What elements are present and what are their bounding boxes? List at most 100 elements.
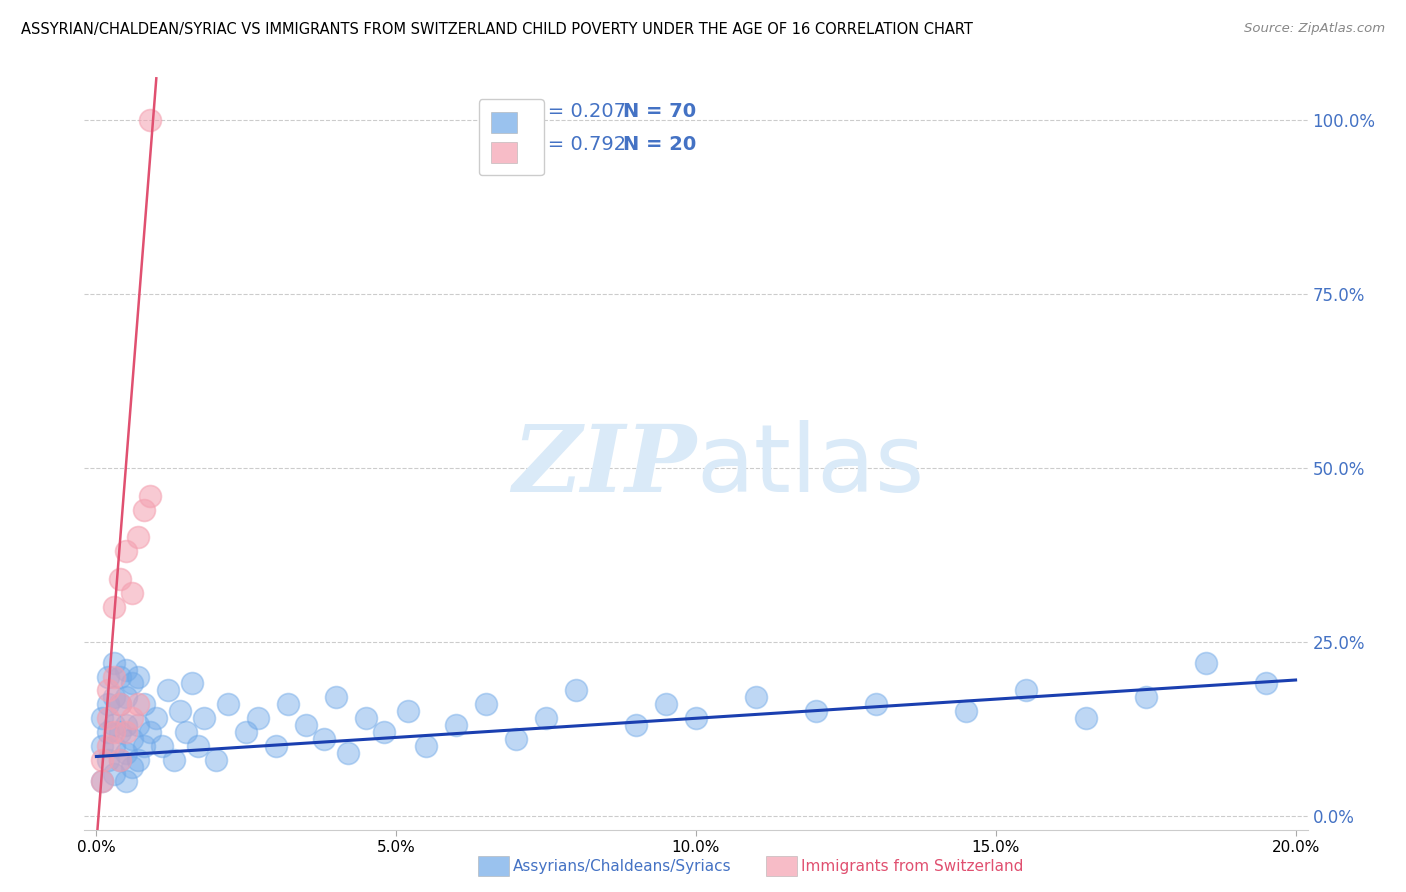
Point [955, 704, 977, 718]
Point [91, 739, 114, 753]
Point [97, 753, 120, 767]
Point [139, 489, 162, 503]
Text: R = 0.207: R = 0.207 [529, 102, 627, 121]
Point [91, 711, 114, 725]
Point [235, 725, 257, 739]
Point [145, 711, 167, 725]
Text: ASSYRIAN/CHALDEAN/SYRIAC VS IMMIGRANTS FROM SWITZERLAND CHILD POVERTY UNDER THE : ASSYRIAN/CHALDEAN/SYRIAC VS IMMIGRANTS F… [21, 22, 973, 37]
Point [115, 690, 138, 705]
Point [174, 725, 197, 739]
Point [804, 704, 827, 718]
Point [110, 698, 132, 712]
Text: N = 70: N = 70 [623, 102, 696, 121]
Point [110, 698, 132, 712]
Legend: , : , [478, 99, 544, 176]
Point [121, 711, 143, 725]
Point [139, 725, 162, 739]
Text: Immigrants from Switzerland: Immigrants from Switzerland [801, 859, 1024, 873]
Point [134, 502, 156, 516]
Point [127, 530, 149, 544]
Text: Source: ZipAtlas.com: Source: ZipAtlas.com [1244, 22, 1385, 36]
Point [91, 773, 114, 788]
Text: R = 0.792: R = 0.792 [529, 136, 627, 154]
Point [110, 669, 132, 683]
Point [193, 711, 215, 725]
Point [103, 767, 125, 781]
Point [115, 663, 138, 677]
Point [685, 711, 707, 725]
Point [110, 572, 132, 586]
Point [110, 753, 132, 767]
Point [505, 732, 527, 747]
Point [127, 669, 149, 683]
Point [745, 690, 768, 705]
Point [337, 746, 360, 760]
Point [1074, 711, 1097, 725]
Point [115, 544, 138, 558]
Text: ZIP: ZIP [512, 421, 696, 510]
Point [415, 739, 437, 753]
Point [115, 773, 138, 788]
Point [1254, 676, 1277, 690]
Point [277, 698, 299, 712]
Point [217, 698, 239, 712]
Point [169, 704, 191, 718]
Text: N = 20: N = 20 [623, 136, 696, 154]
Point [1015, 683, 1038, 698]
Point [127, 753, 149, 767]
Point [444, 718, 467, 732]
Point [115, 746, 138, 760]
Point [1135, 690, 1157, 705]
Point [163, 753, 186, 767]
Point [314, 732, 336, 747]
Point [97, 739, 120, 753]
Point [247, 711, 270, 725]
Point [865, 698, 887, 712]
Point [103, 656, 125, 670]
Point [97, 683, 120, 698]
Point [624, 718, 647, 732]
Point [91, 753, 114, 767]
Point [295, 718, 318, 732]
Point [157, 683, 180, 698]
Point [103, 718, 125, 732]
Point [103, 599, 125, 614]
Point [115, 718, 138, 732]
Point [97, 669, 120, 683]
Point [115, 725, 138, 739]
Point [97, 698, 120, 712]
Point [187, 739, 209, 753]
Point [110, 725, 132, 739]
Point [264, 739, 287, 753]
Point [534, 711, 557, 725]
Point [103, 690, 125, 705]
Point [181, 676, 204, 690]
Point [103, 739, 125, 753]
Point [103, 669, 125, 683]
Point [121, 586, 143, 600]
Text: atlas: atlas [696, 419, 924, 512]
Point [127, 698, 149, 712]
Point [110, 753, 132, 767]
Point [150, 739, 173, 753]
Point [127, 718, 149, 732]
Point [396, 704, 419, 718]
Point [97, 725, 120, 739]
Point [565, 683, 588, 698]
Point [205, 753, 228, 767]
Point [139, 113, 162, 128]
Point [134, 739, 156, 753]
Point [103, 725, 125, 739]
Point [91, 773, 114, 788]
Point [121, 760, 143, 774]
Point [655, 698, 678, 712]
Point [475, 698, 498, 712]
Text: Assyrians/Chaldeans/Syriacs: Assyrians/Chaldeans/Syriacs [513, 859, 731, 873]
Point [373, 725, 395, 739]
Point [325, 690, 347, 705]
Point [1195, 656, 1218, 670]
Point [97, 711, 120, 725]
Point [134, 698, 156, 712]
Point [121, 676, 143, 690]
Point [354, 711, 377, 725]
